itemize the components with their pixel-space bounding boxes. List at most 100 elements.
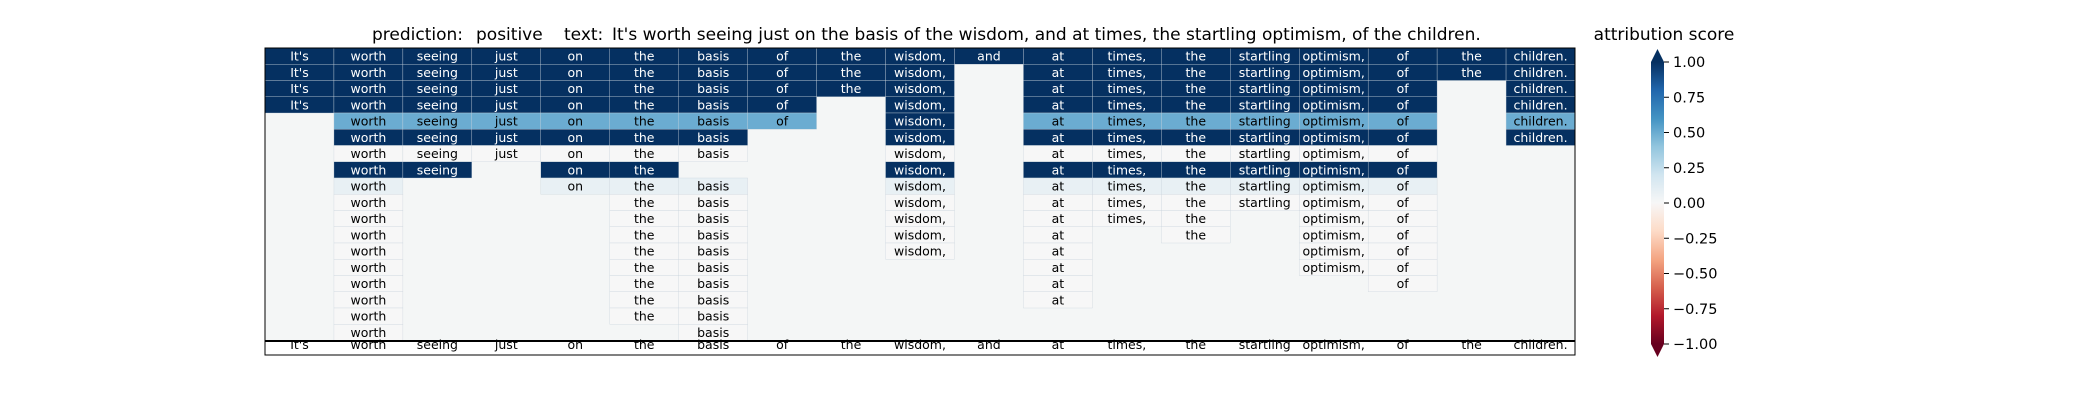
cell-token-label: seeing (417, 49, 458, 64)
cell-token-label: seeing (417, 146, 458, 161)
cell-token-label: optimism, (1303, 227, 1365, 242)
token-label: of (1397, 337, 1410, 352)
token-label: wisdom, (894, 337, 946, 352)
cell-token-label: worth (350, 260, 386, 275)
cell-token-label: the (1186, 162, 1207, 177)
cell-token-label: children. (1513, 114, 1567, 129)
colorbar-gradient (1651, 62, 1664, 344)
cell-token-label: on (567, 97, 583, 112)
cell-token-label: of (1397, 260, 1410, 275)
cell-token-label: wisdom, (894, 65, 946, 80)
cell-token-label: at (1052, 276, 1065, 291)
cell-token-label: the (634, 114, 655, 129)
cell-token-label: of (1397, 114, 1410, 129)
cell-token-label: of (1397, 97, 1410, 112)
cell-token-label: the (841, 49, 862, 64)
cell-token-label: the (634, 292, 655, 307)
cell-token-label: basis (697, 325, 729, 340)
colorbar-extend-min (1651, 344, 1664, 357)
cell-token-label: It's (290, 65, 309, 80)
cell-token-label: just (494, 130, 518, 145)
token-label: startling (1239, 337, 1291, 352)
colorbar-tick-label: 0.25 (1673, 161, 1705, 177)
cell-token-label: just (494, 97, 518, 112)
cell-token-label: of (776, 49, 789, 64)
heatmap-cell (402, 161, 473, 179)
cell-token-label: at (1052, 179, 1065, 194)
heatmap-frame (264, 47, 1576, 341)
cell-token-label: the (1186, 65, 1207, 80)
cell-token-label: of (776, 114, 789, 129)
cell-token-label: children. (1513, 49, 1567, 64)
cell-token-label: on (567, 49, 583, 64)
text-value: It's worth seeing just on the basis of t… (612, 25, 1481, 45)
cell-token-label: of (1397, 179, 1410, 194)
cell-token-label: optimism, (1303, 211, 1365, 226)
cell-token-label: the (1186, 81, 1207, 96)
cell-token-label: the (634, 65, 655, 80)
cell-token-label: It's (290, 49, 309, 64)
cell-token-label: wisdom, (894, 130, 946, 145)
cell-token-label: of (1397, 65, 1410, 80)
cell-token-label: times, (1107, 179, 1146, 194)
cell-token-label: of (1397, 227, 1410, 242)
cell-token-label: at (1052, 292, 1065, 307)
cell-token-label: the (634, 81, 655, 96)
cell-token-label: at (1052, 130, 1065, 145)
heatmap-cell (747, 112, 817, 130)
cell-token-label: of (1397, 162, 1410, 177)
cell-token-label: startling (1239, 146, 1291, 161)
cell-token-label: wisdom, (894, 49, 946, 64)
cell-token-label: the (634, 162, 655, 177)
token-label: the (841, 337, 862, 352)
token-label: of (776, 337, 789, 352)
cell-token-label: times, (1107, 130, 1146, 145)
cell-token-label: optimism, (1303, 195, 1365, 210)
cell-token-label: the (634, 276, 655, 291)
cell-token-label: of (1397, 146, 1410, 161)
token-label: at (1052, 337, 1065, 352)
cell-token-label: just (494, 65, 518, 80)
cell-token-label: wisdom, (894, 195, 946, 210)
cell-token-label: the (634, 49, 655, 64)
cell-token-label: times, (1107, 162, 1146, 177)
cell-token-label: of (1397, 130, 1410, 145)
cell-token-label: seeing (417, 114, 458, 129)
cell-token-label: worth (350, 325, 386, 340)
cell-token-label: the (1186, 227, 1207, 242)
cell-token-label: the (841, 81, 862, 96)
cell-token-label: the (634, 130, 655, 145)
cell-token-label: optimism, (1303, 146, 1365, 161)
cell-token-label: worth (350, 276, 386, 291)
cell-token-label: the (634, 260, 655, 275)
cell-token-label: of (776, 97, 789, 112)
cell-token-label: the (1461, 65, 1482, 80)
cell-token-label: basis (697, 292, 729, 307)
cell-token-label: the (634, 97, 655, 112)
token-label: the (1461, 337, 1482, 352)
cell-token-label: on (567, 114, 583, 129)
prediction-value: positive (476, 25, 543, 45)
cell-token-label: seeing (417, 130, 458, 145)
cell-token-label: optimism, (1303, 130, 1365, 145)
cell-token-label: the (1186, 211, 1207, 226)
token-row-frame (264, 341, 1576, 356)
cell-token-label: of (776, 81, 789, 96)
cell-token-label: worth (350, 81, 386, 96)
cell-token-label: wisdom, (894, 244, 946, 259)
cell-token-label: on (567, 179, 583, 194)
colorbar-tick-label: −0.50 (1673, 267, 1717, 283)
cell-token-label: worth (350, 292, 386, 307)
cell-token-label: worth (350, 244, 386, 259)
token-label: just (494, 337, 518, 352)
cell-token-label: the (634, 309, 655, 324)
cell-token-label: optimism, (1303, 65, 1365, 80)
cell-token-label: the (1186, 146, 1207, 161)
cell-token-label: at (1052, 65, 1065, 80)
cell-token-label: startling (1239, 195, 1291, 210)
cell-token-label: worth (350, 65, 386, 80)
cell-token-label: basis (697, 211, 729, 226)
cell-token-label: wisdom, (894, 211, 946, 226)
token-label: worth (350, 337, 386, 352)
